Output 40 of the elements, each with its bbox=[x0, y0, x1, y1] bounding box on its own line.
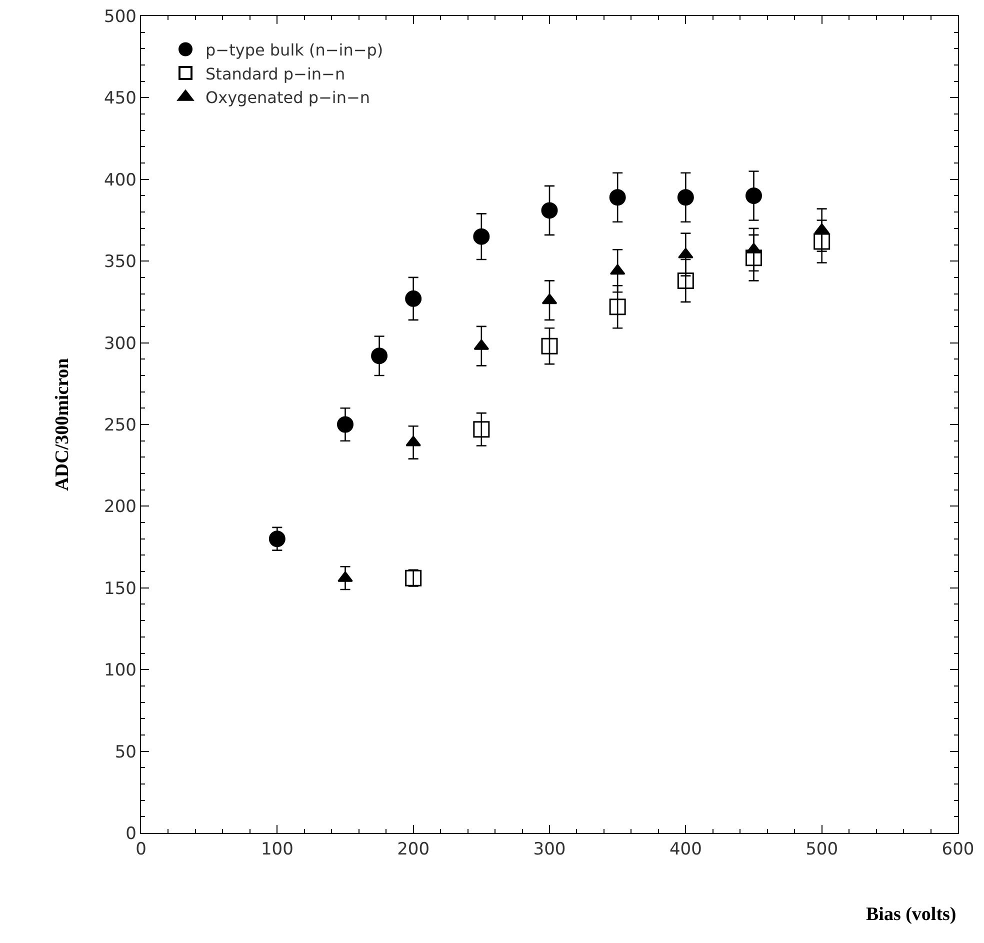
legend-label: p−type bulk (n−in−p) bbox=[206, 40, 384, 60]
legend-label: Oxygenated p−in−n bbox=[206, 88, 370, 108]
point bbox=[746, 242, 762, 254]
x-tick-label: 500 bbox=[806, 840, 838, 860]
point bbox=[746, 187, 762, 204]
point bbox=[814, 233, 830, 250]
y-tick-label: 350 bbox=[104, 252, 136, 272]
x-tick-label: 600 bbox=[942, 840, 974, 860]
point bbox=[609, 189, 626, 206]
point bbox=[405, 290, 422, 307]
point bbox=[473, 421, 490, 438]
point bbox=[268, 530, 286, 548]
y-tick-label: 400 bbox=[104, 170, 136, 190]
legend-label: Standard p−in−n bbox=[206, 64, 346, 84]
point bbox=[746, 250, 762, 266]
y-tick-label: 200 bbox=[104, 497, 136, 518]
y-tick-label: 50 bbox=[114, 742, 136, 762]
y-tick-label: 100 bbox=[104, 660, 136, 681]
x-tick-label: 100 bbox=[260, 840, 294, 860]
point bbox=[541, 338, 558, 354]
point bbox=[541, 202, 558, 219]
y-axis-title: ADC/300micron bbox=[52, 358, 73, 491]
point bbox=[609, 298, 626, 316]
point bbox=[473, 228, 490, 245]
point bbox=[405, 569, 422, 587]
x-tick-label: 200 bbox=[397, 840, 430, 860]
y-tick-label: 450 bbox=[104, 88, 136, 109]
y-tick-label: 150 bbox=[104, 578, 136, 599]
x-tick-label: 400 bbox=[669, 840, 702, 860]
x-axis-title: Bias (volts) bbox=[866, 904, 956, 925]
point bbox=[371, 348, 388, 364]
y-tick-label: 300 bbox=[104, 334, 136, 354]
point bbox=[338, 571, 353, 582]
y-tick-label: 250 bbox=[104, 415, 136, 436]
point bbox=[337, 416, 354, 433]
point bbox=[677, 189, 694, 206]
x-tick-label: 300 bbox=[533, 840, 566, 860]
y-tick-label: 500 bbox=[104, 6, 136, 27]
point bbox=[677, 272, 694, 289]
y-tick-label: 0 bbox=[126, 824, 136, 844]
